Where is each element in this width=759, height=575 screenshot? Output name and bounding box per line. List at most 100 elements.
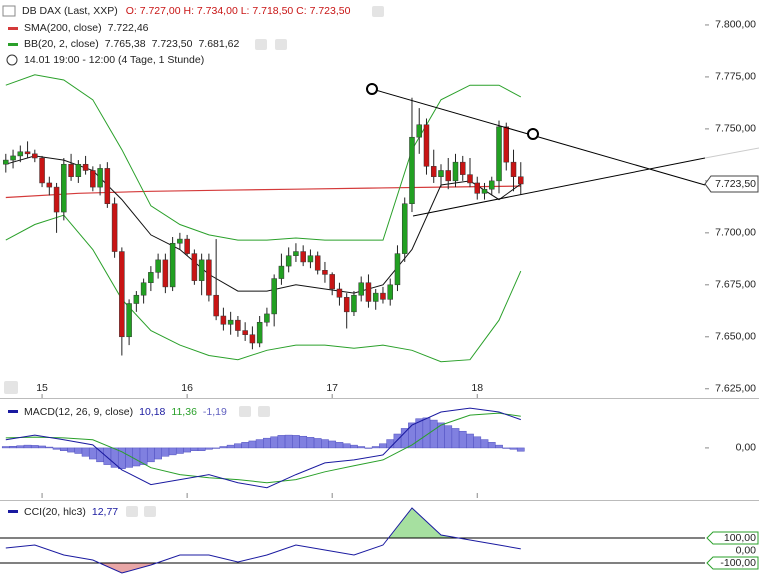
histogram-bar bbox=[190, 447, 199, 451]
legend-swatch bbox=[8, 510, 18, 513]
candle-body bbox=[503, 126, 510, 163]
histogram-bar bbox=[96, 447, 104, 463]
candle-body bbox=[90, 170, 96, 188]
histogram-bar bbox=[502, 447, 511, 449]
histogram-bar bbox=[9, 445, 17, 449]
histogram-bar bbox=[81, 447, 90, 457]
instrument: DB DAX (Last, XXP) bbox=[22, 5, 118, 17]
close-icon[interactable] bbox=[144, 506, 156, 517]
y-tick-label: 7.800,00 bbox=[715, 19, 756, 31]
histogram-bar bbox=[313, 438, 322, 449]
trendline-handle[interactable] bbox=[527, 128, 539, 140]
legend-value: 12,77 bbox=[92, 506, 118, 518]
candle-body bbox=[140, 282, 147, 296]
candle-body bbox=[293, 251, 299, 256]
settings-icon[interactable] bbox=[126, 506, 138, 517]
candle-body bbox=[387, 284, 393, 300]
histogram-bar bbox=[110, 447, 119, 468]
histogram-bar bbox=[299, 435, 308, 449]
histogram-bar bbox=[393, 433, 402, 449]
candle-body bbox=[119, 251, 125, 338]
candle-body bbox=[3, 159, 9, 165]
legend-toggle[interactable] bbox=[2, 5, 16, 17]
candle-body bbox=[249, 334, 256, 344]
legend-entry: SMA(200, close) 7.722,46 bbox=[24, 22, 149, 34]
legend-swatch bbox=[8, 410, 18, 413]
legend-title: DB DAX (Last, XXP) O: 7.727,00 H: 7.734,0… bbox=[22, 5, 351, 17]
candle-body bbox=[336, 288, 343, 298]
histogram-bar bbox=[183, 447, 191, 453]
x-tick-label: 16 bbox=[181, 382, 193, 394]
histogram-bar bbox=[480, 439, 489, 449]
candle-body bbox=[278, 265, 285, 279]
candle-body bbox=[438, 170, 444, 177]
candle-body bbox=[169, 242, 176, 288]
close-icon[interactable] bbox=[275, 39, 287, 50]
candle-body bbox=[82, 163, 89, 171]
settings-icon[interactable] bbox=[239, 406, 251, 417]
candle-body bbox=[372, 292, 379, 302]
legend-value: 7.722,46 bbox=[108, 22, 149, 34]
cci-upper-fill bbox=[5, 508, 521, 538]
legend-value: -1,19 bbox=[203, 406, 227, 418]
histogram-bar bbox=[451, 428, 460, 449]
histogram-bar bbox=[1, 446, 10, 449]
candle-body bbox=[481, 188, 488, 194]
histogram-bar bbox=[241, 442, 250, 449]
histogram-bar bbox=[103, 447, 112, 465]
candle-body bbox=[97, 168, 103, 188]
y-tick-label: 7.675,00 bbox=[715, 279, 756, 291]
candle-body bbox=[68, 163, 74, 177]
y-tick-label: 7.775,00 bbox=[715, 71, 756, 83]
candle-body bbox=[394, 253, 401, 286]
ohlc-values: O: 7.727,00 H: 7.734,00 L: 7.718,50 C: 7… bbox=[126, 5, 351, 17]
candle-body bbox=[430, 166, 437, 177]
clock-icon bbox=[6, 54, 18, 66]
histogram-bar bbox=[154, 447, 162, 460]
candle-body bbox=[423, 124, 430, 167]
last-price-label: 7.723,50 bbox=[715, 178, 756, 190]
histogram-bar bbox=[226, 444, 235, 449]
candle-body bbox=[184, 238, 190, 254]
zoom-icon[interactable] bbox=[4, 381, 18, 394]
histogram-bar bbox=[176, 447, 184, 454]
trendline bbox=[412, 157, 706, 217]
candle-body bbox=[351, 294, 357, 313]
close-icon[interactable] bbox=[258, 406, 270, 417]
candle-body bbox=[343, 297, 350, 313]
candle-body bbox=[358, 282, 364, 296]
histogram-bar bbox=[277, 435, 286, 449]
candle-body bbox=[307, 255, 314, 263]
candle-body bbox=[510, 161, 517, 177]
settings-icon[interactable] bbox=[372, 6, 384, 17]
legend-name: BB(20, 2, close) bbox=[24, 38, 99, 50]
histogram-bar bbox=[429, 419, 438, 449]
legend: DB DAX (Last, XXP) O: 7.727,00 H: 7.734,0… bbox=[2, 5, 384, 518]
trendline-handle[interactable] bbox=[366, 83, 378, 95]
histogram-bar bbox=[88, 447, 97, 460]
legend-value: 7.681,62 bbox=[198, 38, 239, 50]
sma-line bbox=[5, 185, 521, 199]
histogram-bar bbox=[364, 447, 373, 449]
candle-body bbox=[416, 124, 422, 138]
candle-body bbox=[445, 170, 451, 182]
histogram-bar bbox=[219, 446, 228, 449]
level-box bbox=[706, 531, 759, 545]
candle-body bbox=[467, 174, 473, 184]
candle-body bbox=[409, 136, 415, 204]
candle-body bbox=[133, 294, 140, 304]
y-tick-label: 7.625,00 bbox=[715, 383, 756, 395]
histogram-bar bbox=[516, 447, 525, 452]
settings-icon[interactable] bbox=[255, 39, 267, 50]
histogram-bar bbox=[30, 445, 39, 449]
histogram-bar bbox=[168, 447, 177, 456]
x-tick-label: 18 bbox=[471, 382, 483, 394]
y-tick-label: 0,00 bbox=[736, 442, 757, 454]
candle-body bbox=[46, 182, 53, 188]
candle-body bbox=[459, 161, 466, 175]
candle-body bbox=[220, 315, 227, 325]
histogram-bar bbox=[466, 433, 474, 449]
histogram-bar bbox=[45, 446, 54, 449]
